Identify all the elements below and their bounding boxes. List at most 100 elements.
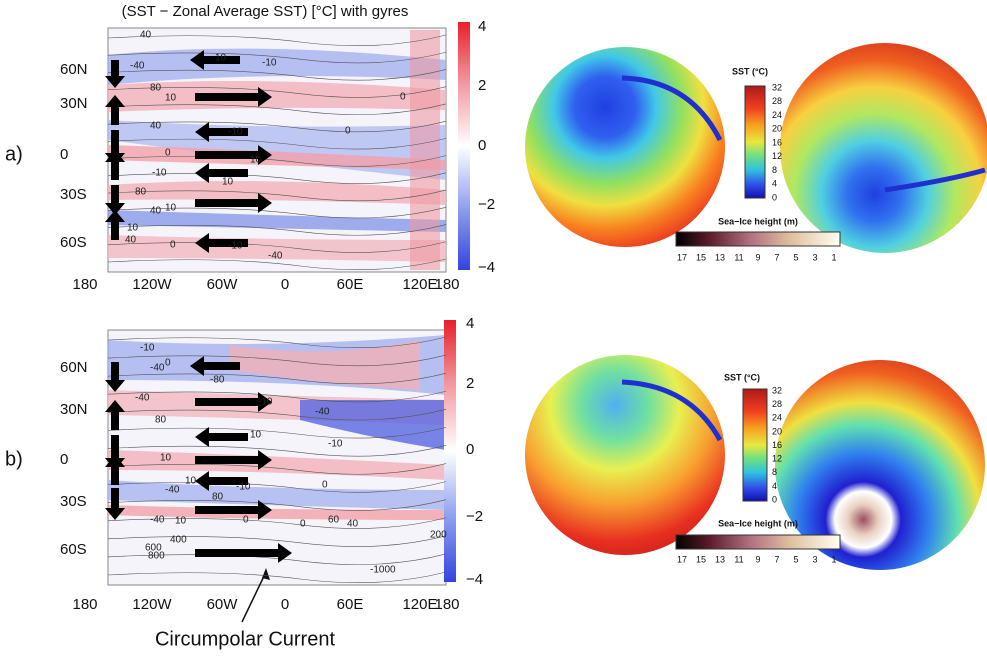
y-tick-label: 60N (60, 61, 88, 78)
ice-legend-tick: 9 (755, 252, 760, 262)
contour-label: -1000 (370, 565, 396, 576)
ice-legend-tick: 7 (774, 252, 779, 262)
panel-label: a) (5, 143, 23, 165)
contour-label: 40 (150, 206, 162, 217)
ice-legend-tick: 5 (793, 252, 798, 262)
sst-legend-tick: 8 (772, 467, 777, 477)
contour-label: -40 (315, 407, 330, 418)
contour-label: 0 (300, 519, 306, 530)
contour-line (107, 517, 447, 529)
globe (775, 360, 985, 570)
gyre-arrow (195, 163, 248, 183)
ice-legend-title: Sea−Ice height (m) (718, 216, 798, 226)
contour-line (107, 499, 447, 511)
contour-line (107, 51, 447, 64)
contour-label: 80 (155, 415, 167, 426)
field (108, 48, 446, 85)
contour-line (107, 336, 447, 348)
field (108, 505, 446, 520)
contour-line (107, 553, 447, 565)
globe (780, 43, 987, 253)
annotation: Circumpolar Current (155, 628, 335, 650)
colorbar-tick-label: 4 (478, 18, 486, 35)
contour-label: 40 (150, 121, 162, 132)
contour-label: 10 (165, 203, 177, 214)
contour-line (107, 390, 447, 403)
contour-line (107, 224, 447, 236)
contour-line (107, 241, 447, 253)
sst-legend-tick: 20 (772, 426, 782, 436)
contour-label: 40 (125, 235, 137, 246)
colorbar-tick-label: −2 (466, 508, 483, 525)
gyre-arrow (105, 362, 125, 392)
sst-legend-tick: 4 (772, 179, 777, 189)
contour-line (107, 372, 447, 385)
field (108, 450, 446, 480)
contour-line (107, 103, 447, 115)
contour-line (107, 463, 447, 475)
sst-legend-title: SST (°C) (724, 372, 760, 382)
colorbar-tick-label: −2 (478, 196, 495, 213)
contour-label: 60 (328, 515, 340, 526)
sst-legend-tick: 12 (772, 151, 782, 161)
contour-label: 10 (175, 516, 187, 527)
field (108, 480, 446, 510)
sst-legend-tick: 16 (772, 137, 782, 147)
colorbar-tick-label: 2 (466, 375, 474, 392)
contour-label: 0 (345, 126, 351, 137)
sst-legend-tick: 0 (772, 494, 777, 504)
gyre-arrow (105, 455, 125, 485)
contour-label: 400 (170, 535, 187, 546)
ice-legend-tick: 17 (677, 554, 687, 564)
x-tick-label: 120W (132, 276, 172, 293)
ice-legend-tick: 1 (831, 554, 836, 564)
contour-label: 0 (165, 148, 171, 159)
y-tick-label: 0 (60, 451, 68, 468)
gyre-arrow (195, 193, 272, 213)
gyre-arrow (195, 392, 272, 412)
contour-label: -40 (150, 515, 165, 526)
contour-label: 10 (215, 53, 227, 64)
ice-colorbar (675, 231, 841, 247)
contour-line (107, 189, 447, 202)
y-tick-label: 30N (60, 95, 88, 112)
gyre-arrow (195, 87, 272, 107)
x-tick-label: 180 (434, 276, 459, 293)
contour-label: -80 (210, 375, 225, 386)
sst-legend-tick: 16 (772, 440, 782, 450)
sst-legend-tick: 28 (772, 399, 782, 409)
x-tick-label: 0 (281, 276, 289, 293)
gyre-arrow (195, 145, 272, 165)
x-tick-label: 60E (337, 596, 364, 613)
contour-label: 80 (135, 187, 147, 198)
contour-line (107, 138, 447, 150)
sst-legend-tick: 4 (772, 481, 777, 491)
field (410, 30, 440, 270)
colorbar (458, 22, 470, 270)
contour-label: 10 (222, 177, 234, 188)
x-tick-label: 180 (72, 596, 97, 613)
pointer-arrow (241, 571, 267, 623)
contour-label: 0 (400, 92, 406, 103)
colorbar (444, 320, 456, 582)
contour-label: -10 (236, 482, 251, 493)
x-tick-label: 60W (207, 596, 239, 613)
contour-label: 0 (243, 515, 249, 526)
contour-label: 10 (165, 93, 177, 104)
ice-legend-tick: 9 (755, 554, 760, 564)
colorbar-tick-label: −4 (466, 571, 483, 588)
contour-label: 0 (322, 480, 328, 491)
gyre-arrow (190, 356, 240, 376)
ice-legend-tick: 11 (734, 252, 743, 262)
colorbar-tick-label: 2 (478, 77, 486, 94)
contour-line (107, 481, 447, 493)
contour-label: -40 (130, 61, 145, 72)
ice-legend-tick: 11 (734, 554, 743, 564)
contour-label: 600 (145, 543, 162, 554)
x-tick-label: 180 (72, 276, 97, 293)
contour-label: 10 (250, 430, 262, 441)
contour-label: -10 (228, 241, 243, 252)
sst-legend-tick: 0 (772, 192, 777, 202)
gyre-arrow (195, 450, 272, 470)
